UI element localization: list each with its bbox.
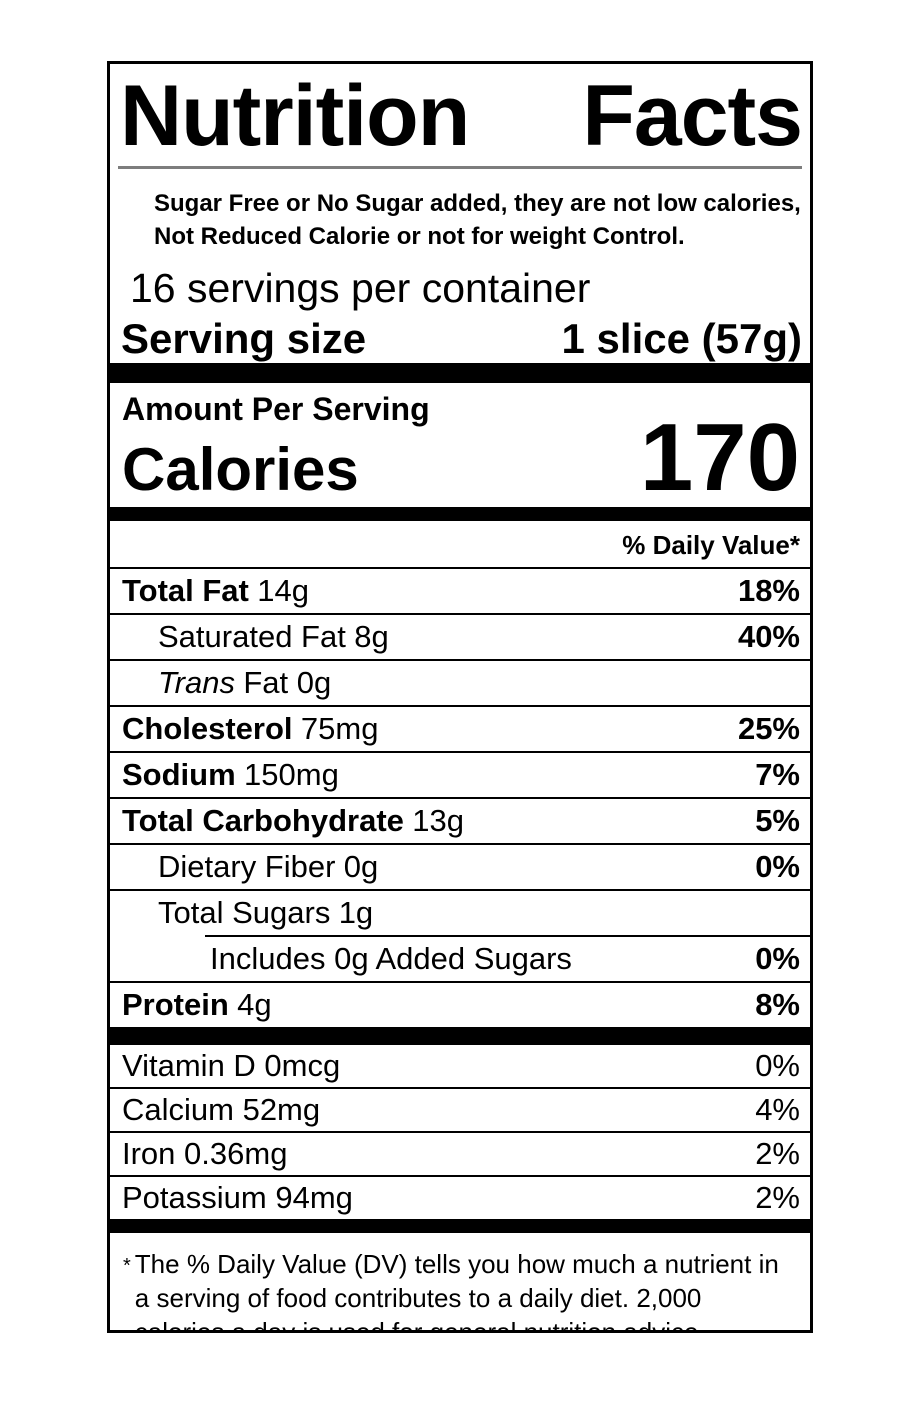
added-sugars-indented-separator xyxy=(205,935,810,937)
amount-per-serving-label: Amount Per Serving xyxy=(122,391,430,427)
title-word-facts: Facts xyxy=(582,68,803,164)
vitamin-dv: 4% xyxy=(755,1092,800,1127)
vitamin-dv: 2% xyxy=(755,1136,800,1171)
nutrient-text: Trans Fat 0g xyxy=(122,665,331,701)
vitamin-row-potassium: Potassium 94mg 2% xyxy=(110,1177,810,1219)
nutrient-dv: 5% xyxy=(755,803,800,838)
nutrient-text: Total Carbohydrate 13g xyxy=(122,803,464,839)
serving-size-label: Serving size xyxy=(121,315,367,362)
nutrient-name: Total Carbohydrate xyxy=(122,803,404,838)
vitamin-row-calcium: Calcium 52mg 4% xyxy=(110,1089,810,1133)
nutrient-dv: 40% xyxy=(737,619,800,654)
vitamin-text: Vitamin D 0mcg xyxy=(122,1048,341,1083)
nutrient-amount: 75mg xyxy=(300,711,379,746)
nutrient-row-total-fat: Total Fat 14g 18% xyxy=(110,569,810,615)
nutrient-dv: 0% xyxy=(755,941,800,976)
nutrient-name: Protein xyxy=(122,987,229,1022)
thick-bar-serving xyxy=(110,363,810,383)
vitamin-dv: 2% xyxy=(755,1180,800,1215)
nutrient-row-trans-fat: Trans Fat 0g xyxy=(110,661,810,707)
vitamin-row-vitamin-d: Vitamin D 0mcg 0% xyxy=(110,1045,810,1089)
serving-size-value: 1 slice (57g) xyxy=(561,315,802,362)
nutrient-name: Total Fat xyxy=(122,573,249,608)
title-rule xyxy=(118,166,802,169)
nutrient-text: Total Sugars 1g xyxy=(122,895,373,931)
nutrient-dv: 25% xyxy=(737,711,800,746)
calories-row: Calories 170 xyxy=(122,404,800,511)
nutrient-dv: 7% xyxy=(755,757,800,792)
nutrient-text: Total Fat 14g xyxy=(122,573,309,609)
nutrient-amount: 14g xyxy=(257,573,309,608)
nutrient-name: Trans xyxy=(158,665,235,700)
nutrient-dv: 8% xyxy=(755,987,800,1022)
nutrient-text: Cholesterol 75mg xyxy=(122,711,378,747)
nutrient-dv: 0% xyxy=(755,849,800,884)
label-title: Nutrition Facts xyxy=(120,68,803,164)
nutrient-name: Sodium xyxy=(122,757,236,792)
nutrient-row-dietary-fiber: Dietary Fiber 0g 0% xyxy=(110,845,810,891)
vitamin-text: Iron 0.36mg xyxy=(122,1136,288,1171)
nutrient-row-saturated-fat: Saturated Fat 8g 40% xyxy=(110,615,810,661)
footnote: * The % Daily Value (DV) tells you how m… xyxy=(123,1247,794,1333)
nutrient-name: Cholesterol xyxy=(122,711,293,746)
nutrient-amount: 150mg xyxy=(244,757,339,792)
nutrient-row-added-sugars: Includes 0g Added Sugars 0% xyxy=(110,937,810,983)
nutrient-amount: 8g xyxy=(354,619,389,654)
footnote-asterisk: * xyxy=(123,1255,131,1277)
nutrient-dv: 18% xyxy=(737,573,800,608)
calories-label: Calories xyxy=(122,436,359,503)
disclaimer-text: Sugar Free or No Sugar added, they are n… xyxy=(154,190,801,250)
nutrition-facts-label: Nutrition Facts Sugar Free or No Sugar a… xyxy=(107,61,813,1333)
nutrient-name: Includes 0g Added Sugars xyxy=(210,941,572,976)
nutrient-text: Sodium 150mg xyxy=(122,757,339,793)
thick-bar-calories xyxy=(110,507,810,521)
thick-bar-protein xyxy=(110,1027,810,1045)
nutrient-amount: Fat 0g xyxy=(243,665,332,700)
vitamin-row-iron: Iron 0.36mg 2% xyxy=(110,1133,810,1177)
nutrient-name: Saturated Fat xyxy=(158,619,346,654)
serving-size-row: Serving size 1 slice (57g) xyxy=(121,315,802,363)
vitamin-text: Potassium 94mg xyxy=(122,1180,353,1215)
nutrient-name: Dietary Fiber xyxy=(158,849,336,884)
daily-value-header: % Daily Value* xyxy=(622,530,800,560)
nutrient-row-total-sugars: Total Sugars 1g xyxy=(110,891,810,935)
nutrient-text: Includes 0g Added Sugars xyxy=(122,941,572,977)
nutrient-text: Protein 4g xyxy=(122,987,272,1023)
nutrient-amount: 13g xyxy=(412,803,464,838)
nutrient-row-total-carbohydrate: Total Carbohydrate 13g 5% xyxy=(110,799,810,845)
nutrient-row-protein: Protein 4g 8% xyxy=(110,983,810,1027)
nutrient-amount: 4g xyxy=(237,987,272,1022)
thick-bar-footnote xyxy=(110,1219,810,1233)
daily-value-separator xyxy=(110,567,810,569)
nutrient-amount: 1g xyxy=(338,895,374,930)
title-word-nutrition: Nutrition xyxy=(120,68,470,164)
nutrient-text: Saturated Fat 8g xyxy=(122,619,389,655)
nutrient-row-sodium: Sodium 150mg 7% xyxy=(110,753,810,799)
calories-value: 170 xyxy=(639,404,800,511)
nutrient-row-cholesterol: Cholesterol 75mg 25% xyxy=(110,707,810,753)
vitamin-text: Calcium 52mg xyxy=(122,1092,321,1127)
vitamin-dv: 0% xyxy=(755,1048,800,1083)
servings-per-container: 16 servings per container xyxy=(130,265,591,311)
footnote-text: The % Daily Value (DV) tells you how muc… xyxy=(134,1249,779,1333)
nutrient-text: Dietary Fiber 0g xyxy=(122,849,378,885)
nutrient-name: Total Sugars xyxy=(158,895,331,930)
nutrient-amount: 0g xyxy=(343,849,379,884)
